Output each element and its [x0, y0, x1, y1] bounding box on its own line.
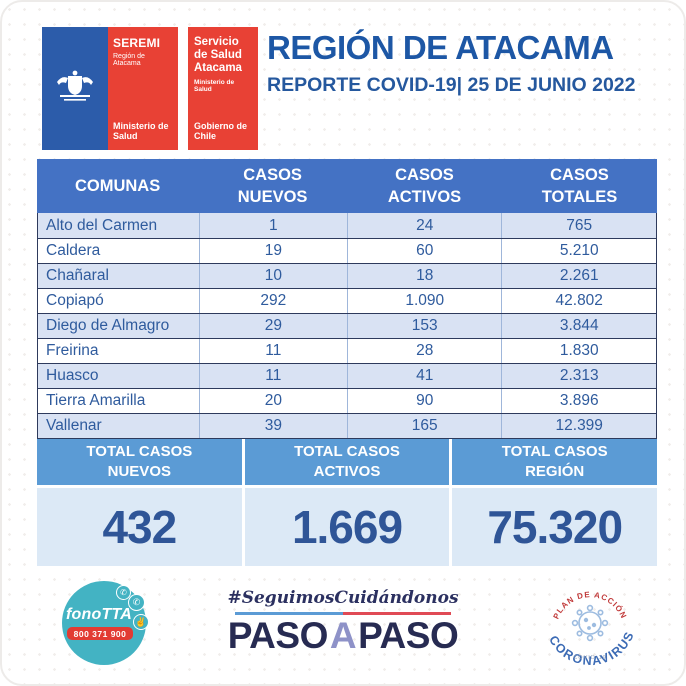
column-header-comunas: COMUNAS — [74, 176, 161, 195]
seremi-region-label: Región de Atacama — [113, 53, 145, 67]
header-titles: REGIÓN DE ATACAMA REPORTE COVID-19| 25 D… — [267, 29, 667, 97]
total-casos-activos-label: TOTAL CASOS ACTIVOS — [244, 439, 450, 485]
ssa-gov-label: Gobierno de Chile — [194, 121, 248, 141]
plan-de-accion-coronavirus-stamp: PLAN DE ACCIÓN CORONAVIRUS COVID-19 — [538, 573, 642, 677]
table-row: Caldera 19 60 5.210 — [38, 238, 656, 263]
table-row: Tierra Amarilla 20 90 3.896 — [38, 388, 656, 413]
table-row: Alto del Carmen 1 24 765 — [38, 213, 656, 238]
table-body: Alto del Carmen 1 24 765 Caldera 19 60 5… — [37, 213, 657, 439]
headset-icon: ✆ — [116, 585, 131, 600]
total-casos-region-label: TOTAL CASOS REGIÓN — [452, 439, 658, 485]
paso-a-paso-logo: #SeguimosCuidándonos PASOAPASO — [223, 588, 463, 656]
fonotta-phone-number: 800 371 900 — [66, 627, 134, 640]
table-row: Huasco 11 41 2.313 — [38, 363, 656, 388]
report-subtitle: REPORTE COVID-19| 25 DE JUNIO 2022 — [267, 74, 636, 96]
table-row: Freirina 11 28 1.830 — [38, 338, 656, 363]
virus-icon — [571, 604, 609, 642]
fonotta-logo: fonoTTA 800 371 900 ✆ ✆ ✌ — [62, 581, 149, 665]
paso-a-paso-wordmark: PASOAPASO — [227, 615, 459, 656]
table-row: Chañaral 10 18 2.261 — [38, 263, 656, 288]
stamp-covid19-label: COVID-19 — [573, 655, 606, 661]
column-header-casos-activos: CASOS ACTIVOS — [387, 165, 462, 206]
seremi-logo: SEREMI Región de Atacama Ministerio de S… — [42, 27, 178, 150]
totals-header-band: TOTAL CASOS NUEVOS TOTAL CASOS ACTIVOS T… — [37, 439, 658, 485]
totals-values-band: 432 1.669 75.320 — [37, 488, 658, 566]
total-casos-region-value: 75.320 — [452, 488, 658, 566]
covid-cases-table: COMUNAS CASOS NUEVOS CASOS ACTIVOS CASOS… — [37, 159, 657, 439]
table-row: Vallenar 39 165 12.399 — [38, 413, 656, 438]
table-row: Copiapó 292 1.090 42.802 — [38, 288, 656, 313]
phone-icon: ✆ — [128, 594, 145, 611]
ssa-ministry-label: Ministerio de Salud — [194, 78, 235, 93]
hashtag-label: #SeguimosCuidándonos — [227, 588, 459, 608]
chile-coat-of-arms-icon — [50, 68, 100, 109]
total-casos-nuevos-value: 432 — [37, 488, 242, 566]
fonotta-name-label: fonoTTA — [66, 606, 132, 623]
column-header-casos-nuevos: CASOS NUEVOS — [237, 165, 308, 206]
servicio-salud-logo: Servicio de Salud Atacama Ministerio de … — [188, 27, 258, 150]
total-casos-activos-value: 1.669 — [244, 488, 450, 566]
ssa-org-label: Servicio de Salud Atacama — [194, 36, 242, 74]
table-header-row: COMUNAS CASOS NUEVOS CASOS ACTIVOS CASOS… — [37, 159, 657, 213]
sign-language-icon: ✌ — [133, 614, 149, 630]
total-casos-nuevos-label: TOTAL CASOS NUEVOS — [37, 439, 242, 485]
column-header-casos-totales: CASOS TOTALES — [541, 165, 618, 206]
seremi-ministry-label: Ministerio de Salud — [113, 121, 169, 141]
page-title: REGIÓN DE ATACAMA — [267, 29, 614, 66]
seremi-text-panel: SEREMI Región de Atacama Ministerio de S… — [108, 27, 178, 150]
table-row: Diego de Almagro 29 153 3.844 — [38, 313, 656, 338]
seremi-org-label: SEREMI — [113, 36, 161, 50]
gov-blue-panel — [42, 27, 108, 150]
bicolor-divider — [235, 612, 451, 615]
